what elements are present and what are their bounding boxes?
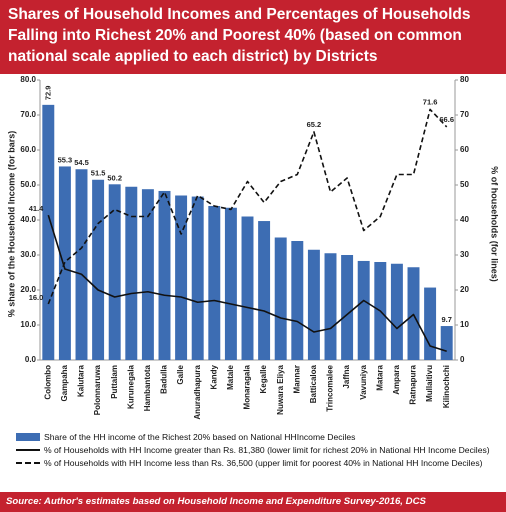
bar xyxy=(208,206,221,360)
legend-label: % of Households with HH Income greater t… xyxy=(44,445,490,455)
legend: Share of the HH income of the Richest 20… xyxy=(14,432,502,471)
x-tick-label: Puttalam xyxy=(110,365,119,399)
bar xyxy=(224,207,237,360)
legend-swatch xyxy=(16,462,40,464)
x-tick-label: Galle xyxy=(176,364,185,384)
x-tick-label: Kurunegala xyxy=(126,364,135,409)
legend-item: Share of the HH income of the Richest 20… xyxy=(14,432,502,443)
x-tick-label: Ampara xyxy=(392,364,401,394)
x-tick-label: Ratnapura xyxy=(409,364,418,404)
x-tick-label: Batticaloa xyxy=(309,364,318,403)
legend-label: % of Households with HH Income less than… xyxy=(44,458,483,468)
y-tick-label: 40.0 xyxy=(20,215,36,224)
x-tick-label: Trincomalee xyxy=(326,364,335,411)
source-bar: Source: Author's estimates based on Hous… xyxy=(0,492,506,512)
data-label: 16.0 xyxy=(29,293,44,302)
x-tick-label: Anuradhapura xyxy=(193,364,202,419)
dashed-line xyxy=(47,108,448,305)
y2-tick-label: 80 xyxy=(460,75,469,84)
data-label: 51.5 xyxy=(91,169,106,178)
x-tick-label: Mullaitivu xyxy=(425,365,434,402)
bar xyxy=(274,237,287,360)
y2-tick-label: 60 xyxy=(460,145,469,154)
bar xyxy=(258,221,271,360)
bar xyxy=(407,267,420,360)
legend-swatch xyxy=(16,433,40,441)
x-tick-label: Monaragala xyxy=(243,364,252,409)
x-tick-label: Mannar xyxy=(292,365,301,393)
y2-tick-label: 20 xyxy=(460,285,469,294)
y2-tick-label: 10 xyxy=(460,320,469,329)
bar xyxy=(357,260,370,360)
data-label: 66.6 xyxy=(439,115,454,124)
x-tick-label: Hambantota xyxy=(143,364,152,411)
x-tick-label: Kegalle xyxy=(259,364,268,393)
x-tick-label: Colombo xyxy=(43,365,52,400)
data-label: 72.9 xyxy=(43,86,52,101)
chart-title: Shares of Household Incomes and Percenta… xyxy=(8,6,471,65)
data-label: 65.2 xyxy=(307,120,322,129)
legend-label: Share of the HH income of the Richest 20… xyxy=(44,432,356,442)
source: Source: Author's estimates based on Hous… xyxy=(6,496,426,507)
bar xyxy=(92,179,105,360)
data-label: 41.4 xyxy=(29,204,44,213)
chart: % share of the Household Income (for bar… xyxy=(6,75,500,420)
bar xyxy=(390,263,403,360)
data-label: 71.6 xyxy=(423,97,438,106)
line xyxy=(47,214,447,353)
legend-item: % of Households with HH Income less than… xyxy=(14,458,502,469)
data-label: 54.5 xyxy=(74,158,89,167)
y-tick-label: 50.0 xyxy=(20,180,36,189)
bar xyxy=(241,216,254,360)
y-axis-label: % share of the Household Income (for bar… xyxy=(6,131,16,318)
x-tick-label: Nuwara Eliya xyxy=(276,364,285,414)
x-tick-label: Polonnaruwa xyxy=(93,364,102,415)
y2-tick-label: 0 xyxy=(460,355,465,364)
x-tick-label: Kilinochchi xyxy=(442,365,451,408)
y-tick-label: 70.0 xyxy=(20,110,36,119)
bar xyxy=(141,189,154,360)
x-tick-label: Kalutara xyxy=(77,364,86,397)
bar xyxy=(191,196,204,360)
y2-tick-label: 40 xyxy=(460,215,469,224)
y-tick-label: 20.0 xyxy=(20,285,36,294)
bar xyxy=(158,190,171,360)
bar xyxy=(341,255,354,360)
y-tick-label: 0.0 xyxy=(25,355,37,364)
bar xyxy=(75,169,88,360)
data-label: 50.2 xyxy=(107,173,122,182)
y-tick-label: 60.0 xyxy=(20,145,36,154)
y2-tick-label: 50 xyxy=(460,180,469,189)
legend-swatch xyxy=(16,449,40,451)
bar xyxy=(307,249,320,360)
y-tick-label: 80.0 xyxy=(20,75,36,84)
bar xyxy=(125,186,138,360)
y-tick-label: 10.0 xyxy=(20,320,36,329)
bar xyxy=(424,287,437,360)
header: Shares of Household Incomes and Percenta… xyxy=(0,0,506,74)
legend-item: % of Households with HH Income greater t… xyxy=(14,445,502,456)
y2-tick-label: 30 xyxy=(460,250,469,259)
y2-tick-label: 70 xyxy=(460,110,469,119)
bar xyxy=(324,253,337,360)
bar xyxy=(108,184,121,360)
bar xyxy=(291,241,304,360)
x-tick-label: Jaffna xyxy=(342,364,351,388)
data-label: 55.3 xyxy=(58,155,73,164)
x-tick-label: Matale xyxy=(226,364,235,389)
x-tick-label: Matara xyxy=(375,364,384,390)
y2-axis-label: % of households (for lines) xyxy=(490,166,500,282)
x-tick-label: Badulla xyxy=(160,364,169,393)
x-tick-label: Gampaha xyxy=(60,364,69,401)
bar xyxy=(42,104,55,360)
bar xyxy=(175,195,188,360)
y-tick-label: 30.0 xyxy=(20,250,36,259)
x-tick-label: Vavuniya xyxy=(359,364,368,399)
bar xyxy=(440,326,453,360)
data-label: 9.7 xyxy=(441,315,451,324)
x-tick-label: Kandy xyxy=(209,364,218,389)
